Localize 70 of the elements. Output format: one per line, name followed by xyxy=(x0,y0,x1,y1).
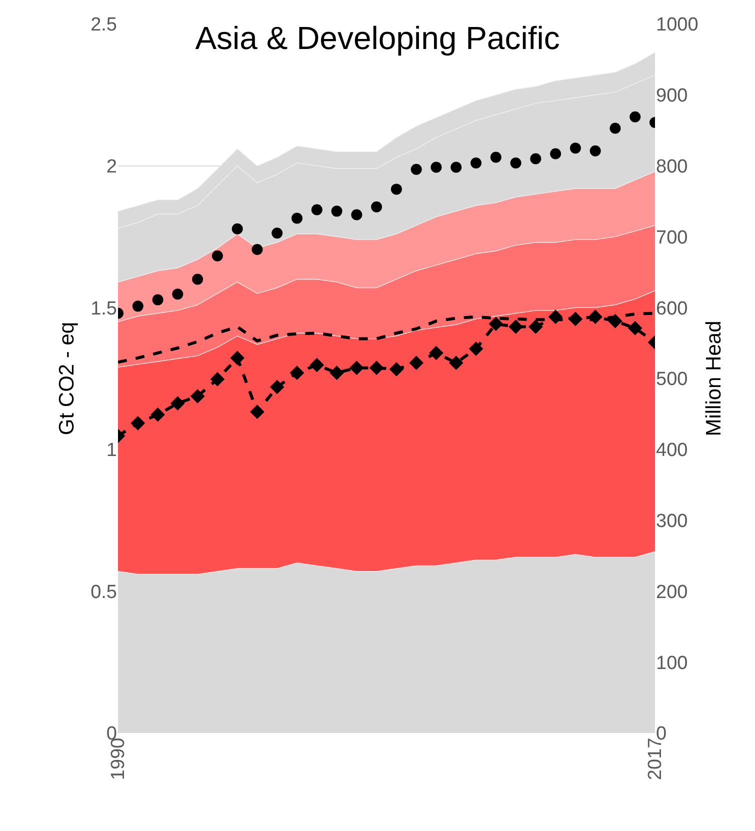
point xyxy=(292,212,302,224)
point xyxy=(152,294,164,306)
point xyxy=(508,320,523,334)
point xyxy=(570,142,581,154)
point xyxy=(190,389,205,404)
point xyxy=(350,360,364,376)
y2-tick-label: 500 xyxy=(656,369,688,390)
point xyxy=(470,157,482,168)
point xyxy=(330,366,344,380)
point xyxy=(630,111,641,122)
point xyxy=(212,250,223,262)
y2-axis-title: Million Head xyxy=(702,320,726,436)
point xyxy=(430,162,442,173)
y-tick-label: 2 xyxy=(106,156,117,178)
point xyxy=(172,288,184,300)
point xyxy=(590,145,601,156)
y2-tick-label: 900 xyxy=(656,86,688,107)
point xyxy=(371,201,382,212)
point xyxy=(588,310,602,324)
point xyxy=(192,274,204,285)
y2-tick-label: 800 xyxy=(656,156,688,178)
point xyxy=(608,314,622,328)
point xyxy=(568,312,583,326)
point xyxy=(530,153,542,164)
point xyxy=(331,206,342,217)
point xyxy=(132,300,144,312)
point xyxy=(272,228,283,239)
y-tick-label: 2.5 xyxy=(90,14,117,36)
point xyxy=(150,408,165,422)
point xyxy=(450,162,462,173)
point xyxy=(369,360,384,376)
point xyxy=(429,346,444,360)
y2-tick-label: 400 xyxy=(656,440,688,462)
point xyxy=(230,350,244,366)
point xyxy=(410,164,422,175)
chart-title: Asia & Developing Pacific xyxy=(195,20,560,56)
point xyxy=(170,396,185,410)
y2-tick-label: 200 xyxy=(656,582,688,603)
point xyxy=(490,152,502,163)
point xyxy=(488,316,504,332)
point xyxy=(311,204,322,216)
point xyxy=(448,356,464,370)
point xyxy=(409,356,424,370)
point xyxy=(252,244,263,255)
y2-tick-label: 300 xyxy=(656,510,688,532)
point xyxy=(130,416,146,430)
y2-tick-label: 100 xyxy=(656,652,688,674)
point xyxy=(210,372,225,386)
point xyxy=(310,358,324,372)
point xyxy=(468,342,484,356)
point xyxy=(610,122,621,134)
point xyxy=(390,184,402,195)
y2-tick-label: 700 xyxy=(656,227,688,248)
point xyxy=(548,310,563,324)
point xyxy=(510,157,522,168)
point xyxy=(351,209,362,220)
point xyxy=(389,362,404,376)
y-tick-label: 0.5 xyxy=(90,582,117,603)
y2-tick-label: 1000 xyxy=(656,14,698,36)
y-tick-label: 1.5 xyxy=(90,298,117,320)
y2-tick-label: 600 xyxy=(656,298,688,320)
point xyxy=(250,404,264,419)
point xyxy=(628,321,642,336)
point xyxy=(232,223,243,234)
point xyxy=(550,148,562,160)
point xyxy=(290,366,304,380)
y-axis-title: Gt CO2 - eq xyxy=(56,322,79,436)
point xyxy=(528,320,543,334)
point xyxy=(270,380,284,394)
y-tick-label: 1 xyxy=(106,440,117,462)
